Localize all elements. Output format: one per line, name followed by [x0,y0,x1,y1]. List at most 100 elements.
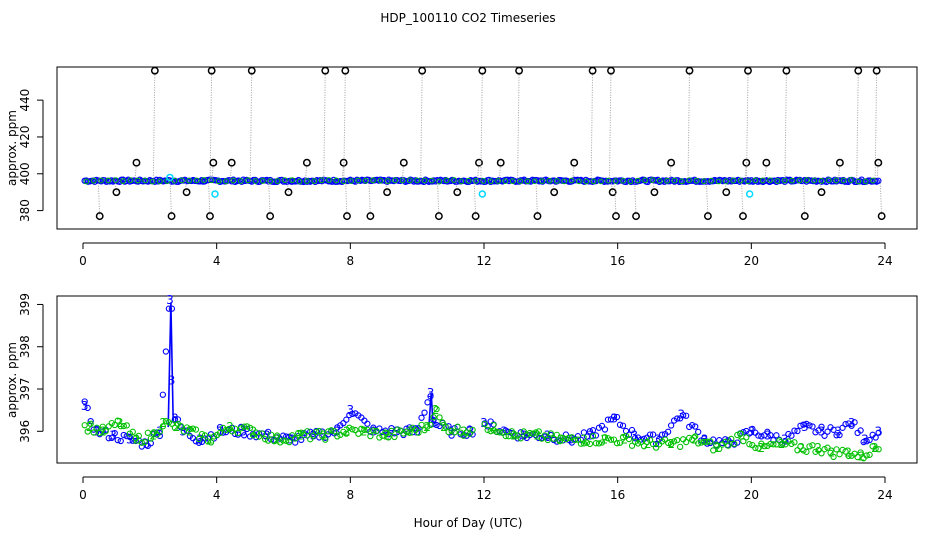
blue-sample-point [174,416,182,423]
green-sample-point [243,423,251,430]
blue-sample-point [114,436,121,444]
green-sample-point [830,453,837,461]
baseline-green-point [627,178,634,185]
green-sample-point [240,423,248,430]
blue-sample-point [364,420,371,427]
blue-sample-point [637,436,645,443]
blue-sample-point [171,416,179,423]
green-sample-point [138,439,145,446]
green-sample-point [791,439,798,446]
blue-sample-point [445,423,452,430]
outlier-drop-line [652,180,655,193]
spike-line [428,393,435,428]
blue-sample-point [625,431,633,438]
baseline-green-point [193,177,200,184]
outlier-point [588,66,597,75]
blue-sample-point [505,428,512,436]
baseline-green-point [230,177,237,184]
series-2-marker: 2 [714,441,722,455]
green-sample-point [421,427,428,434]
green-sample-point [267,431,275,438]
baseline-green-point [789,177,796,184]
green-sample-point [737,430,744,438]
y-tick-label: 398 [18,335,32,358]
green-sample-point [427,421,434,429]
series-2-marker: 2 [691,433,699,447]
series-2-marker: 2 [159,416,167,430]
green-sample-point [466,430,473,437]
blue-sample-point [857,427,864,434]
baseline-green-point [855,178,862,185]
baseline-green-point [259,178,266,184]
green-sample-point [577,440,585,447]
outlier-point [95,212,104,221]
blue-sample-point [842,420,849,428]
baseline-green-point [237,178,244,184]
blue-sample-point [598,422,606,430]
flagged-point [478,190,487,198]
baseline-green-point [487,178,494,185]
blue-sample-point [388,424,395,432]
blue-sample-point [183,427,191,434]
blue-sample-point [343,416,350,423]
outlier-point [321,66,330,75]
blue-sample-point [616,421,624,428]
series-2-marker: 2 [814,441,822,455]
blue-sample-point [304,432,311,439]
blue-sample-point [99,428,106,435]
series-2-marker: 2 [644,437,652,451]
green-sample-point [231,425,239,432]
green-sample-point [634,440,642,447]
baseline-green-point [803,177,810,184]
outlier-point [744,66,752,75]
series-2-marker: 2 [273,433,281,447]
series-2-marker: 2 [432,403,440,417]
green-sample-point [616,439,624,446]
outlier-point [800,212,809,221]
baseline-green-point [811,177,818,184]
blue-sample-point [851,419,858,426]
green-sample-point [824,444,831,451]
series-3-marker: 3 [611,412,619,426]
series-2-marker: 2 [133,433,141,447]
outlier-point [667,158,676,167]
blue-sample-point [803,420,810,428]
blue-sample-point [749,425,756,433]
top-y-axis-label: approx. ppm [5,110,19,186]
baseline-green-point [296,178,303,185]
blue-sample-point [319,428,326,435]
outlier-point [550,188,559,197]
baseline-green-point [201,177,207,183]
blue-sample-point [800,421,807,428]
green-sample-point [99,423,106,430]
green-sample-point [204,438,212,445]
outlier-point [206,212,214,221]
baseline-green-point [715,178,722,185]
y-tick-label: 397 [18,378,32,401]
spike-line [167,302,175,428]
green-sample-point [839,446,846,454]
series-3-marker: 3 [347,403,355,417]
blue-sample-point [652,440,660,448]
baseline-green-point [83,178,90,185]
blue-sample-point [767,431,774,439]
green-sample-point [571,436,579,444]
series-3-marker: 3 [393,424,401,438]
green-sample-point [833,446,840,453]
green-sample-point [292,435,299,442]
green-sample-point [192,426,200,433]
series-2-marker: 2 [858,450,866,464]
blue-sample-point [583,433,591,440]
green-sample-point [367,432,374,440]
outlier-point [703,212,712,221]
y-tick-label: 400 [18,162,32,185]
outlier-point [209,158,218,167]
blue-sample-point [111,430,118,437]
outlier-drop-line [480,70,483,181]
green-sample-point [761,443,768,450]
green-sample-point [346,424,353,431]
series-3-marker: 3 [413,424,421,438]
baseline-green-point [524,178,531,185]
baseline-green-point [208,177,215,184]
